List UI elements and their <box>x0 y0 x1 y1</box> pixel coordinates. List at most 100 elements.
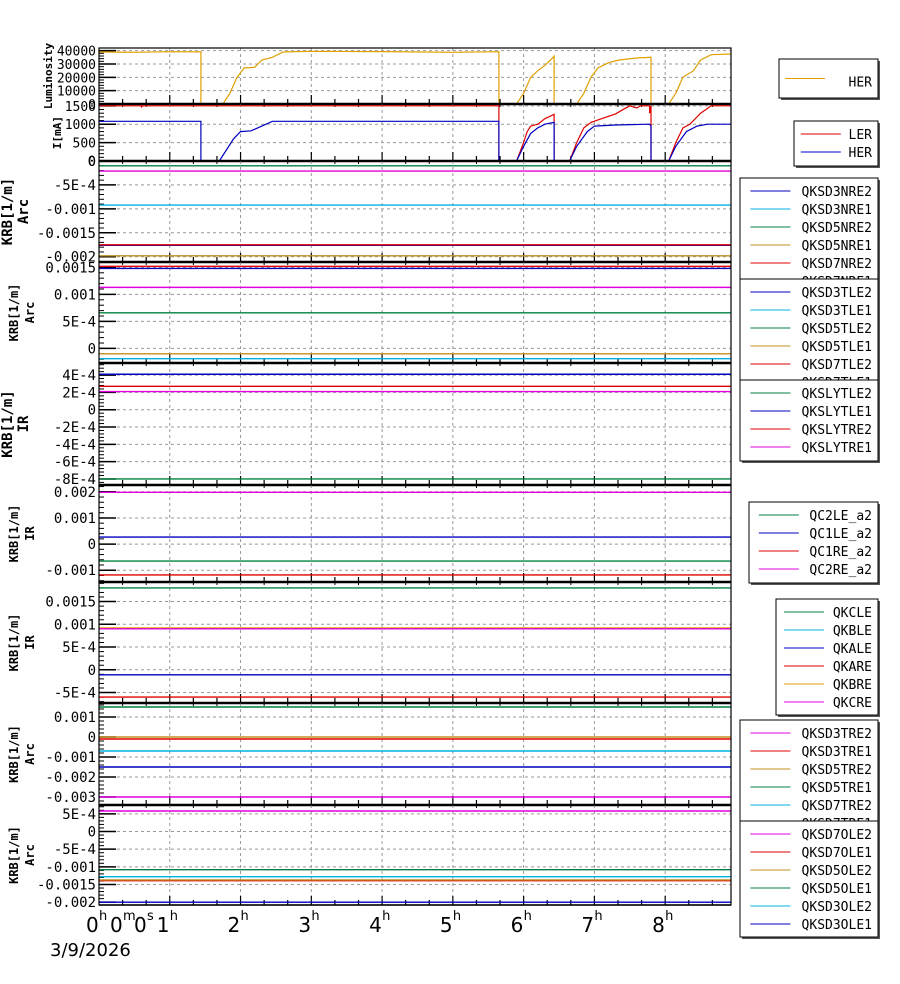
y-axis-sublabel: IR <box>23 526 37 541</box>
y-tick-label: -6E-4 <box>54 455 96 471</box>
legend-label: QKSD5NRE1 <box>802 239 872 254</box>
y-tick-label: 0.0015 <box>45 595 96 611</box>
y-tick-label: 0 <box>88 825 96 841</box>
y-tick-label: -0.0015 <box>37 878 96 894</box>
y-axis-label: Luminosity <box>42 43 55 110</box>
panel-frame <box>98 103 732 162</box>
legend-label: QC2LE_a2 <box>809 509 872 524</box>
x-tick-number: 5 <box>440 913 453 937</box>
y-axis-sublabel: Arc <box>23 302 37 324</box>
y-tick-label: 0.0015 <box>45 260 96 276</box>
legend-box <box>793 120 879 167</box>
x-tick-unit: m <box>123 909 136 924</box>
x-tick-number: 6 <box>511 913 524 937</box>
y-tick-label: -0.002 <box>45 770 96 786</box>
x-tick-number: 0 <box>110 913 123 937</box>
x-tick-number: 8 <box>652 913 665 937</box>
x-tick-unit: h <box>311 909 319 924</box>
y-tick-label: 0 <box>88 341 96 357</box>
y-axis-label: I[mA] <box>51 116 64 149</box>
legend-label: QKSD3OLE1 <box>802 918 872 933</box>
panel-krb-arc-1: 0 -5E-4 -0.001 -0.0015 -0.002 KRB[1/m] Arc <box>0 154 732 266</box>
y-tick-label: 0.002 <box>54 485 96 501</box>
x-tick-number: 2 <box>228 913 241 937</box>
y-tick-label: 500 <box>73 137 96 152</box>
legend-label: QKSD3TLE1 <box>802 304 872 319</box>
series-line-ler <box>99 105 731 161</box>
y-tick-label: 10000 <box>57 85 96 100</box>
panel-krb-arc-4: 5E-4 0-5E-4 -0.001 -0.0015-0.002 KRB[1/m] Arc <box>7 804 732 911</box>
y-tick-label: 5E-4 <box>62 314 96 330</box>
y-tick-label: 1000 <box>65 118 96 133</box>
legend-label: QKSLYTLE1 <box>802 405 872 420</box>
legend-label: QKSD7TLE2 <box>802 358 872 373</box>
y-tick-label: 0 <box>88 155 96 170</box>
y-tick-label: 0 <box>88 663 96 679</box>
panel-frame <box>98 581 732 704</box>
x-tick-unit: h <box>241 909 249 924</box>
series-line-her <box>99 120 731 161</box>
legend-label: QKSD5OLE1 <box>802 882 872 897</box>
y-tick-label: -0.001 <box>45 750 96 766</box>
y-tick-label: 20000 <box>57 71 96 86</box>
legend-label: QKSD5TRE2 <box>802 763 872 778</box>
series-group <box>99 50 731 104</box>
y-tick-label: -5E-4 <box>54 842 96 858</box>
y-tick-label: -0.002 <box>45 250 96 266</box>
y-axis-sublabel: IR <box>16 415 32 432</box>
series-group <box>99 265 731 360</box>
y-tick-label: 0 <box>88 154 96 170</box>
y-tick-label: -0.002 <box>45 895 96 911</box>
panel-frame <box>98 484 732 583</box>
legend-label: QKSD3OLE2 <box>802 900 872 915</box>
x-tick-unit: h <box>99 909 107 924</box>
legend-label: HER <box>849 76 873 91</box>
y-tick-label: 5E-4 <box>62 807 96 823</box>
legend-label: QKSD5NRE2 <box>802 221 872 236</box>
legend-label: QC1RE_a2 <box>809 545 872 560</box>
legend-label: QKSLYTRE1 <box>802 441 872 456</box>
series-group <box>99 706 731 798</box>
legend-label: QKSD7TRE2 <box>802 799 872 814</box>
x-tick-label: 0 h 0 m0 s <box>86 909 154 937</box>
legend-label: QKCLE <box>833 606 872 621</box>
y-tick-label: 40000 <box>57 45 96 60</box>
x-tick-number: 4 <box>369 913 382 937</box>
panel-krb-ir-3: 0.0015 0.001 5E-4 0 -5E-4 KRB[1/m] IR <box>7 581 732 705</box>
panel-frame <box>98 804 732 906</box>
y-tick-label: -0.0015 <box>37 226 96 242</box>
legend-label: QC2RE_a2 <box>809 563 872 578</box>
y-tick-label: 0.001 <box>54 287 96 303</box>
legend-box <box>775 598 879 716</box>
legend-label: QKSD7OLE1 <box>802 846 872 861</box>
legend-label: QKSD5OLE2 <box>802 864 872 879</box>
panel-frame <box>98 47 732 105</box>
legend-label: QKSD3TLE2 <box>802 286 872 301</box>
legend-krb-ir-2: QC2LE_a2 QC1LE_a2 QC1RE_a2 QC2RE_a2 <box>748 501 880 585</box>
legend-label: QKARE <box>833 660 872 675</box>
y-axis-sublabel: Arc <box>23 743 37 765</box>
x-tick-number: 1 <box>157 913 170 937</box>
y-tick-label: 5E-4 <box>62 640 96 656</box>
x-tick-unit: h <box>524 909 532 924</box>
y-axis-sublabel: IR <box>23 635 37 650</box>
y-tick-label: -0.003 <box>45 790 96 806</box>
x-tick-number: 3 <box>298 913 311 937</box>
panel-krb-arc-2: 0 5E-4 0.001 0.0015 KRB[1/m] Arc <box>7 260 732 365</box>
legend-label: QKCRE <box>833 696 872 711</box>
y-axis-label: KRB[1/m] <box>0 178 16 245</box>
legend-label: QKSLYTLE2 <box>802 387 872 402</box>
legend-krb-arc-4: QKSD7OLE2 QKSD7OLE1 QKSD5OLE2 QKSD5OLE1 QKSD… <box>739 820 880 939</box>
x-tick-unit: s <box>147 909 154 924</box>
x-tick-unit: h <box>170 909 178 924</box>
y-axis-label: KRB[1/m] <box>7 826 21 884</box>
y-tick-label: -8E-4 <box>54 472 96 488</box>
panels-layer: 010000200003000040000Luminosity050010001… <box>0 43 732 911</box>
y-tick-label: 1500 <box>65 100 96 115</box>
